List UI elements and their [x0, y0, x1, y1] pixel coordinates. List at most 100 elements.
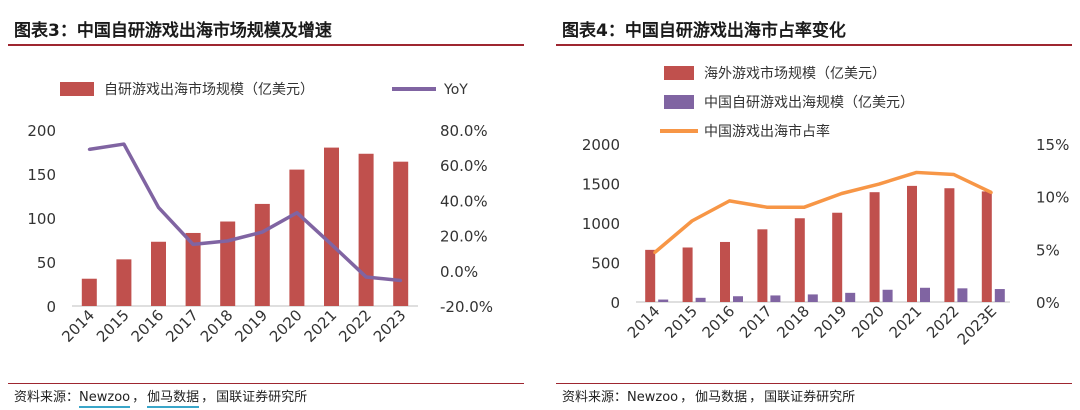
chart-title: 图表3：中国自研游戏出海市场规模及增速 — [14, 21, 332, 41]
source-divider — [556, 383, 1072, 384]
share-point — [989, 190, 993, 194]
chart-title: 图表4：中国自研游戏出海市占率变化 — [562, 21, 846, 41]
bar-china — [957, 288, 968, 302]
source-sep: ， — [680, 390, 694, 405]
source-newzoo: Newzoo — [79, 390, 131, 408]
market-size-chart: 自研游戏出海市场规模（亿美元） YoY 0 50 100 150 200 -20.0% 0.0%… — [27, 81, 493, 346]
bar-overseas — [907, 185, 917, 302]
bar-china — [695, 297, 706, 302]
y-left-tick-label: 150 — [27, 166, 56, 184]
bar — [185, 232, 201, 306]
bar — [393, 161, 409, 306]
y-right-tick-label: 15% — [1036, 136, 1069, 154]
bar-overseas — [981, 191, 992, 302]
yoy-point — [87, 147, 91, 151]
share-point — [952, 173, 956, 177]
x-tick-label: 2017 — [162, 306, 202, 346]
source-sep: ， — [132, 390, 146, 405]
x-tick-label: 2020 — [848, 302, 888, 342]
y-left-tick-label: 500 — [591, 255, 620, 273]
bar-overseas — [720, 241, 730, 302]
bar-china — [770, 295, 781, 302]
yoy-point — [330, 242, 333, 246]
bar-overseas — [682, 247, 693, 302]
x-tick-label: 2018 — [197, 306, 237, 346]
x-tick-label: 2023 — [370, 306, 410, 346]
bar — [151, 241, 166, 306]
x-tick-label: 2021 — [886, 302, 926, 342]
bar — [254, 203, 270, 306]
y-left-tick-label: 2000 — [582, 136, 620, 154]
y-right-tick-label: 0% — [1036, 294, 1060, 312]
chart-panel-right: 图表4：中国自研游戏出海市占率变化 海外游戏市场规模（亿美元） 中国自研游戏出海规… — [548, 0, 1080, 410]
source-sep: ， — [749, 390, 763, 405]
y-right-tick-label: 40.0% — [440, 192, 488, 210]
x-tick-label: 2020 — [266, 306, 306, 346]
bar — [289, 169, 305, 306]
x-tick-label: 2022 — [335, 306, 375, 346]
legend-label-bar: 自研游戏出海市场规模（亿美元） — [104, 81, 314, 98]
yoy-point — [157, 205, 160, 209]
share-point — [915, 170, 918, 174]
source-guolian: 国联证券研究所 — [764, 390, 856, 405]
x-tick-label: 2023E — [954, 302, 1000, 348]
y-right-tick-label: 20.0% — [440, 228, 488, 246]
yoy-point — [399, 278, 403, 282]
bar-overseas — [794, 218, 805, 302]
y-left-tick-label: 1500 — [582, 176, 620, 194]
bar-china — [845, 292, 856, 302]
bar-china — [994, 289, 1005, 302]
legend-swatch-overseas — [664, 66, 694, 80]
share-point — [728, 199, 731, 203]
source-newzoo: Newzoo — [627, 390, 679, 405]
bar — [81, 278, 97, 306]
x-tick-label: 2019 — [231, 306, 271, 346]
share-point — [653, 250, 657, 254]
bar-overseas — [645, 249, 656, 302]
y-right-tick-label: 60.0% — [440, 157, 488, 175]
bar — [358, 153, 374, 306]
y-right-tick-label: 10% — [1036, 189, 1069, 207]
bar-overseas — [832, 212, 843, 302]
yoy-point — [226, 239, 230, 243]
legend-swatch-china — [664, 95, 694, 109]
x-tick-label: 2016 — [128, 306, 168, 346]
share-point — [877, 182, 881, 186]
source-prefix: 资料来源： — [562, 390, 628, 405]
y-left-tick-label: 1000 — [582, 215, 620, 233]
legend-swatch-bar — [60, 82, 94, 96]
share-point — [690, 219, 694, 223]
yoy-line — [89, 142, 401, 283]
y-right-tick-label: 5% — [1036, 241, 1060, 259]
y-right-tick-label: 80.0% — [440, 122, 488, 140]
yoy-point — [191, 242, 195, 246]
x-tick-label: 2019 — [811, 302, 851, 342]
share-point — [765, 205, 769, 209]
source-guolian: 国联证券研究所 — [216, 390, 308, 405]
bar-overseas — [757, 229, 768, 302]
legend-label-overseas: 海外游戏市场规模（亿美元） — [704, 65, 886, 82]
source-sep: ， — [201, 390, 215, 405]
x-tick-label: 2021 — [301, 306, 341, 346]
share-line — [653, 170, 993, 254]
x-tick-label: 2014 — [58, 306, 98, 346]
bar-china — [733, 296, 743, 302]
bar — [116, 259, 132, 306]
bar-overseas — [869, 192, 880, 302]
legend-label-share: 中国游戏出海市占率 — [704, 123, 830, 140]
x-tick-label: 2015 — [661, 302, 701, 342]
yoy-point — [260, 230, 264, 234]
legend-label-china: 中国自研游戏出海规模（亿美元） — [704, 95, 914, 111]
source-divider — [8, 383, 524, 384]
chart-panel-left: 图表3：中国自研游戏出海市场规模及增速 自研游戏出海市场规模（亿美元） YoY 0 5… — [0, 0, 532, 410]
x-tick-label: 2016 — [699, 302, 739, 342]
title-bar: 图表3：中国自研游戏出海市场规模及增速 — [8, 6, 524, 46]
source-note: 资料来源：Newzoo，伽马数据，国联证券研究所 — [14, 386, 309, 408]
bar-china — [882, 289, 893, 302]
yoy-point — [122, 142, 126, 146]
bar-china — [920, 287, 930, 302]
source-prefix: 资料来源： — [14, 390, 80, 405]
bar — [220, 221, 236, 306]
share-point — [802, 205, 806, 209]
y-right-tick-label: -20.0% — [440, 298, 493, 316]
